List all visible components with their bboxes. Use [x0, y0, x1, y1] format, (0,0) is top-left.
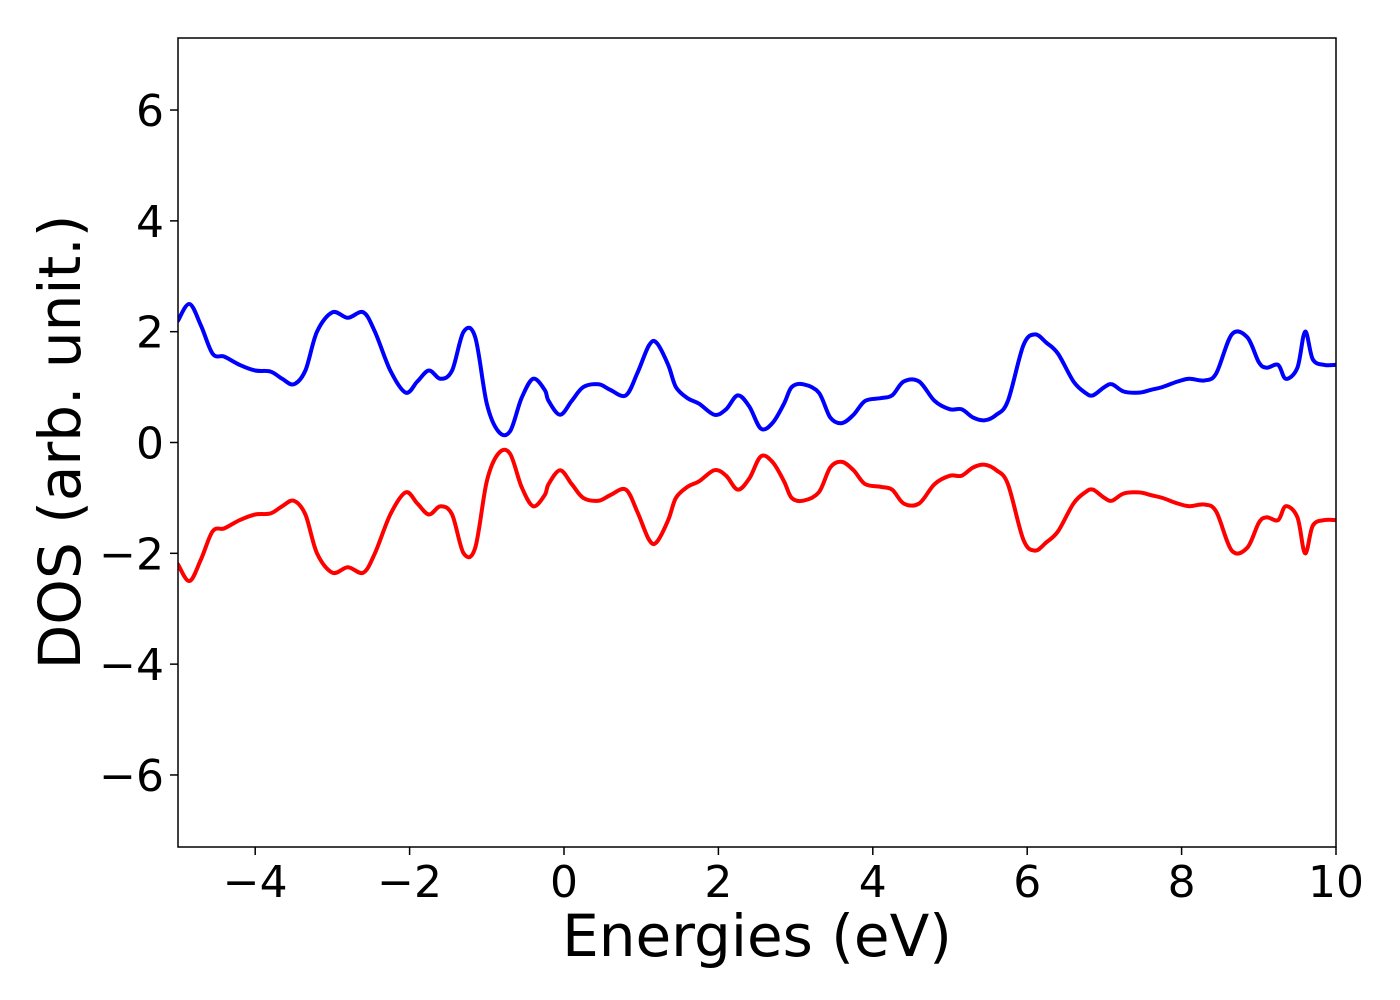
series-layer [178, 302, 1336, 583]
x-tick-label: 8 [1168, 857, 1196, 908]
series-line-1 [178, 302, 1336, 438]
y-axis: −6 −4 −2 0 2 4 6 [99, 86, 178, 802]
x-tick-label: 4 [859, 857, 887, 908]
y-tick-label: 2 [136, 308, 164, 359]
y-tick-label: 4 [136, 197, 164, 248]
series-line-2 [178, 447, 1336, 583]
x-axis: −4 −2 0 2 4 6 8 10 [223, 847, 1364, 908]
x-tick-label: 2 [704, 857, 732, 908]
y-tick-label: −4 [99, 640, 164, 691]
x-tick-label: 6 [1013, 857, 1041, 908]
y-tick-label: −2 [99, 529, 164, 580]
x-axis-title: Energies (eV) [562, 902, 952, 970]
plot-frame [177, 37, 1337, 848]
y-tick-label: 6 [136, 86, 164, 137]
y-axis-title: DOS (arb. unit.) [26, 215, 94, 670]
y-tick-label: −6 [99, 751, 164, 802]
x-tick-label: −4 [223, 857, 288, 908]
x-tick-label: −2 [377, 857, 442, 908]
y-tick-label: 0 [136, 419, 164, 470]
x-tick-label: 0 [550, 857, 578, 908]
x-tick-label: 10 [1308, 857, 1364, 908]
